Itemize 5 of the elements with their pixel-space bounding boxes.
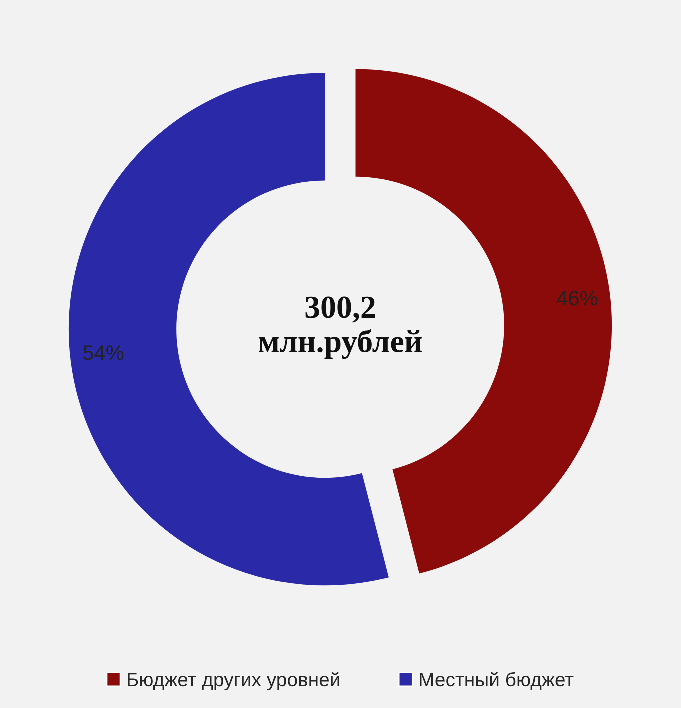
data-label: 46%	[557, 290, 598, 306]
legend-label: Бюджет других уровней	[128, 672, 340, 690]
data-label: 54%	[84, 346, 124, 360]
text: 300,2 млн.рублей	[259, 296, 422, 360]
legend-label: Местный бюджет	[420, 672, 574, 690]
